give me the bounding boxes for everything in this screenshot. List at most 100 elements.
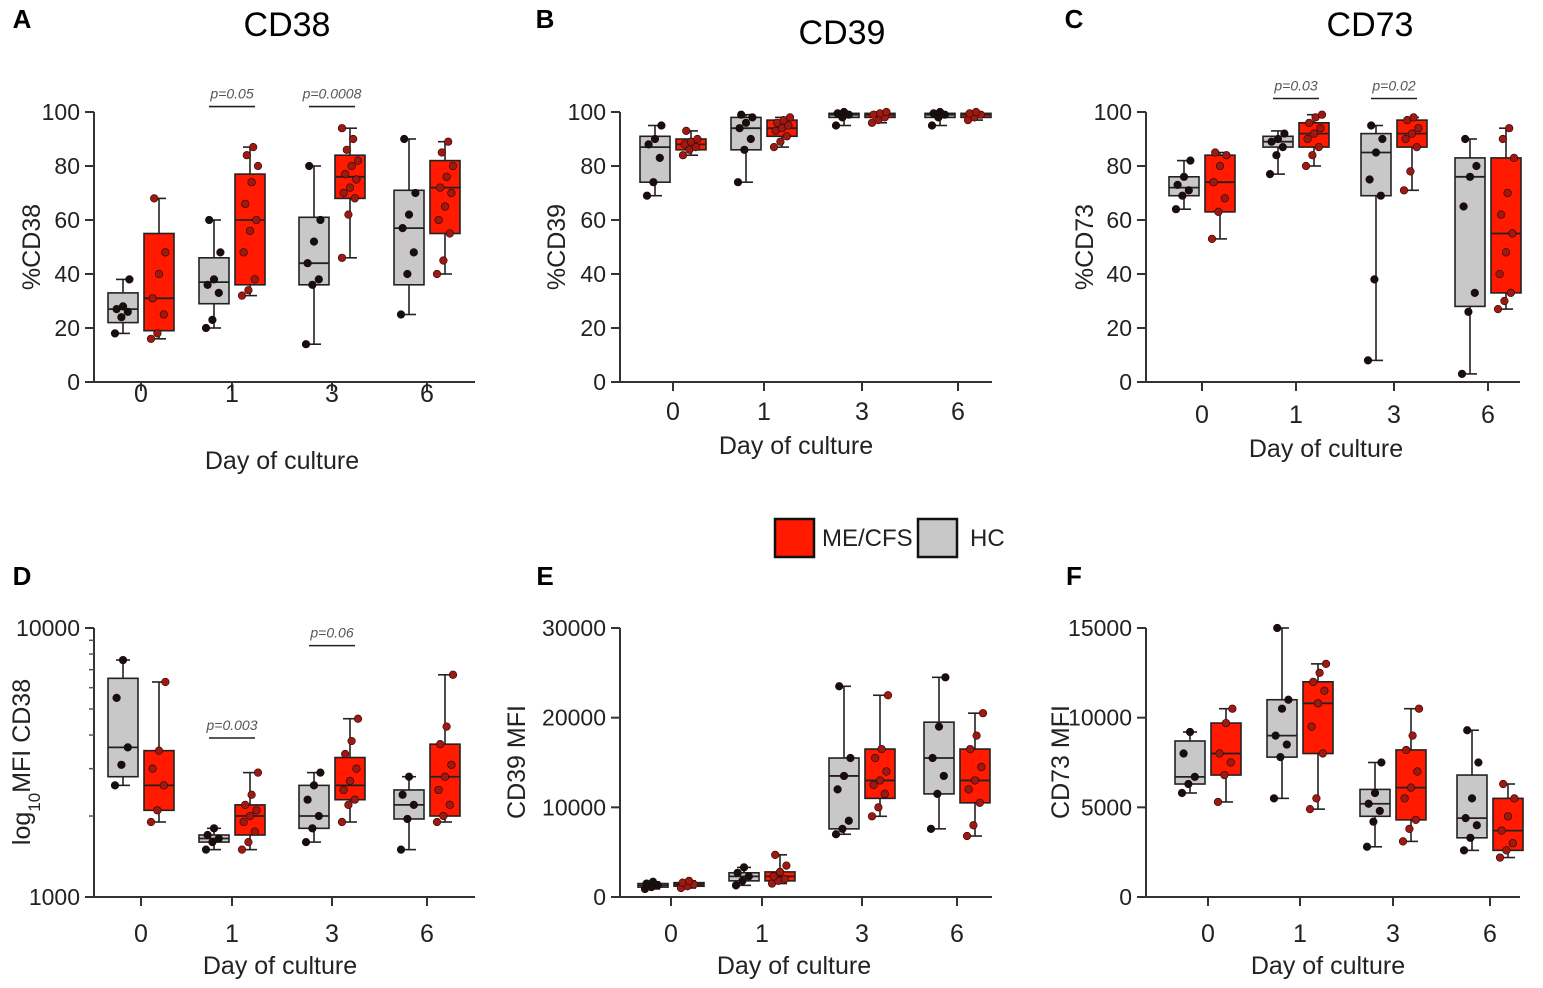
box-hc-day-6 [393, 772, 425, 854]
data-point [782, 132, 791, 141]
data-point [1497, 210, 1506, 219]
x-axis-title: Day of culture [203, 952, 357, 980]
y-tick-label: 40 [54, 261, 80, 287]
data-point [1305, 805, 1315, 814]
data-point [245, 226, 255, 235]
y-tick-label: 100 [1094, 99, 1132, 125]
data-point [434, 215, 443, 225]
box-mecfs-day-1 [764, 850, 796, 888]
box-mecfs-day-0 [143, 677, 175, 827]
y-tick-label: 0 [1119, 884, 1132, 910]
data-point [780, 874, 789, 884]
box-hc-day-6 [393, 134, 425, 319]
box-hc-day-1 [1266, 623, 1298, 803]
data-point [839, 771, 849, 781]
data-point [118, 302, 128, 311]
box-body [334, 756, 366, 801]
data-point [442, 722, 451, 731]
data-point [342, 145, 351, 154]
data-point [678, 151, 688, 160]
data-point [741, 118, 751, 127]
data-point [1502, 846, 1511, 855]
data-point [398, 790, 407, 799]
panel-a: A CD38 0 20 40 60 80 100 %CD38 Day of culture 0 1 3 6… [13, 4, 475, 475]
box-mecfs-day-6 [1492, 779, 1524, 862]
data-point [934, 722, 944, 731]
data-point [838, 824, 847, 833]
data-point [693, 134, 702, 144]
data-point [964, 785, 973, 794]
panel-letter: F [1066, 561, 1082, 591]
data-point [1459, 202, 1468, 211]
data-point [201, 845, 211, 854]
data-point [746, 134, 755, 144]
y-axis-title: %CD39 [543, 204, 571, 290]
data-point [1465, 172, 1475, 181]
box-mecfs-day-3 [334, 714, 366, 827]
data-point [782, 861, 791, 870]
data-point [1271, 731, 1280, 740]
data-point [1221, 718, 1231, 728]
data-point [214, 834, 223, 843]
data-point [1461, 813, 1470, 823]
x-tick-label: 3 [1387, 401, 1401, 429]
data-point [880, 789, 889, 798]
y-axis-title-subscript: 10 [25, 793, 44, 812]
data-point [1508, 839, 1517, 848]
box-body [298, 784, 330, 830]
box-hc-day-0 [107, 655, 139, 790]
data-point [1459, 846, 1469, 855]
data-point [1377, 758, 1386, 767]
data-point [740, 145, 749, 154]
y-tick-label: 100 [568, 99, 606, 125]
data-point [1312, 794, 1321, 803]
box-mecfs-day-0 [673, 876, 705, 893]
data-point [733, 868, 742, 877]
data-point [1472, 821, 1481, 830]
y-tick-label: 10000 [1068, 705, 1132, 731]
legend-swatch-hc [916, 517, 959, 559]
box-body [1490, 157, 1522, 294]
data-point [928, 753, 937, 763]
box-mecfs-day-6 [1490, 124, 1522, 314]
data-point [939, 771, 948, 781]
data-point [1405, 824, 1414, 833]
panel-title: CD73 [1327, 6, 1414, 44]
panel-title: CD39 [799, 14, 886, 52]
data-point [971, 107, 981, 117]
box-mecfs-day-0 [675, 126, 707, 160]
data-point [112, 693, 121, 702]
data-point [748, 113, 757, 122]
data-point [353, 156, 363, 165]
data-point [1376, 191, 1385, 200]
p-value-label: p=0.02 [1371, 78, 1415, 94]
box-body [1456, 774, 1488, 839]
data-point [1308, 151, 1317, 160]
data-point [447, 760, 456, 769]
y-tick-label: 20 [1106, 315, 1132, 341]
data-point [1273, 623, 1282, 633]
box-hc-day-3 [828, 107, 860, 130]
data-point [447, 188, 456, 198]
data-point [203, 830, 212, 840]
data-point [1411, 815, 1420, 824]
data-point [434, 785, 443, 795]
data-point [153, 329, 162, 338]
data-point [1209, 178, 1218, 187]
panel-letter: D [13, 561, 32, 591]
x-tick-label: 0 [1195, 401, 1209, 429]
y-tick-label: 20000 [542, 705, 606, 731]
box-hc-day-0 [639, 121, 671, 200]
data-point [970, 776, 980, 785]
box-body [1302, 680, 1334, 755]
data-point [314, 275, 323, 284]
box-body [298, 216, 330, 286]
data-point [344, 800, 353, 809]
box-mecfs-day-1 [1298, 110, 1330, 171]
box-mecfs-day-6 [960, 107, 992, 125]
x-tick-label: 6 [420, 920, 434, 948]
data-point [1400, 794, 1409, 803]
data-point [975, 798, 984, 807]
x-tick-label: 3 [855, 920, 869, 948]
data-point [1226, 758, 1235, 767]
